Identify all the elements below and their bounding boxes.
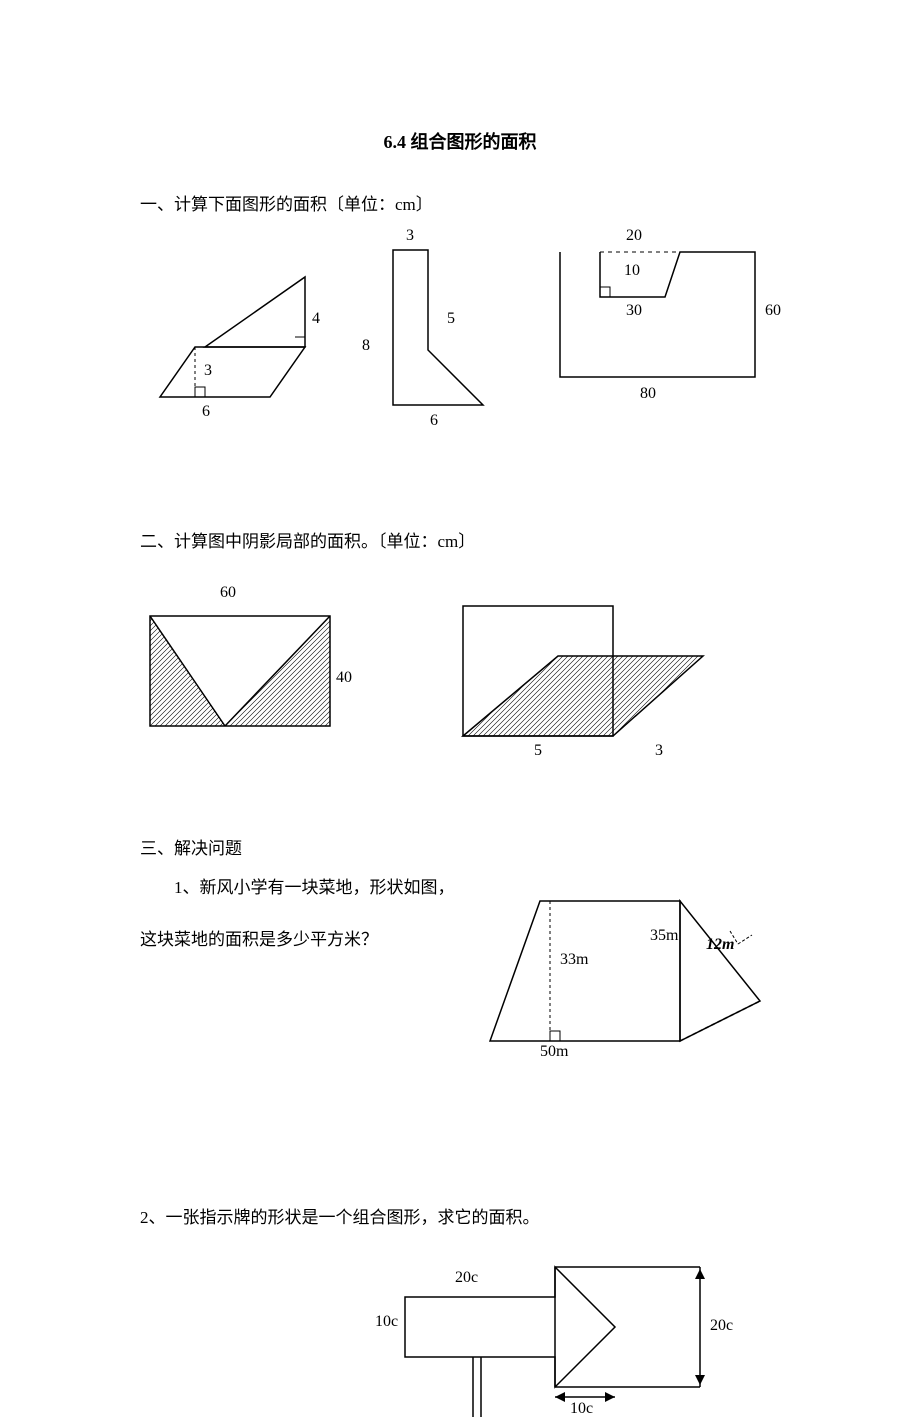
s1-figure3 [545, 237, 775, 397]
q1-line2: 这块菜地的面积是多少平方米？ [140, 923, 470, 957]
q1-33m: 33m [560, 951, 588, 969]
s1f2-label-3: 3 [406, 227, 414, 245]
q2-10c-bottom: 10c [570, 1400, 593, 1418]
s1f3-label-10: 10 [624, 262, 640, 280]
q2-10c-left: 10c [375, 1313, 398, 1331]
q1-container: 1、新风小学有一块菜地，形状如图， 这块菜地的面积是多少平方米？ 35m 12m… [140, 871, 780, 1071]
s1-figure1 [140, 247, 320, 417]
page-title: 6.4 组合图形的面积 [140, 128, 780, 154]
s1f3-label-80: 80 [640, 385, 656, 403]
s2f2-label-3: 3 [655, 742, 663, 760]
s1f1-label-4: 4 [312, 310, 320, 328]
q2-20c-top: 20c [455, 1269, 478, 1287]
q1-line1: 1、新风小学有一块菜地，形状如图， [140, 871, 470, 905]
s2-figure2 [453, 596, 713, 756]
s1f3-label-60: 60 [765, 302, 781, 320]
s1f1-label-6: 6 [202, 403, 210, 421]
q1-35m: 35m [650, 927, 678, 945]
s3-q1-figure [480, 891, 770, 1061]
q1-50m: 50m [540, 1043, 568, 1061]
s1-figure2 [383, 240, 503, 410]
s2f1-label-60: 60 [220, 584, 236, 602]
s2f2-label-5: 5 [534, 742, 542, 760]
q1-12m: 12m [706, 936, 734, 954]
s1f3-label-30: 30 [626, 302, 642, 320]
s1f1-label-3: 3 [204, 362, 212, 380]
s2f1-label-40: 40 [336, 669, 352, 687]
section2-figures: 60 40 5 3 [140, 564, 780, 774]
s1f2-label-5: 5 [447, 310, 455, 328]
section1-heading: 一、计算下面图形的面积〔单位：cm〕 [140, 190, 780, 215]
q2-figure-row: 20c 10c 20c 10c [140, 1257, 780, 1417]
s2-figure1 [140, 606, 360, 746]
s1f2-label-6: 6 [430, 412, 438, 430]
s1f3-label-20: 20 [626, 227, 642, 245]
section2-heading: 二、计算图中阴影局部的面积。〔单位：cm〕 [140, 527, 780, 552]
q2-20c-right: 20c [710, 1317, 733, 1335]
section3-heading: 三、解决问题 [140, 834, 780, 859]
q2-text: 2、一张指示牌的形状是一个组合图形，求它的面积。 [140, 1201, 780, 1235]
s1f2-label-8: 8 [362, 337, 370, 355]
s3-q2-figure [365, 1257, 745, 1417]
section1-figures: 4 3 6 3 5 8 6 20 10 30 60 80 [140, 227, 780, 427]
